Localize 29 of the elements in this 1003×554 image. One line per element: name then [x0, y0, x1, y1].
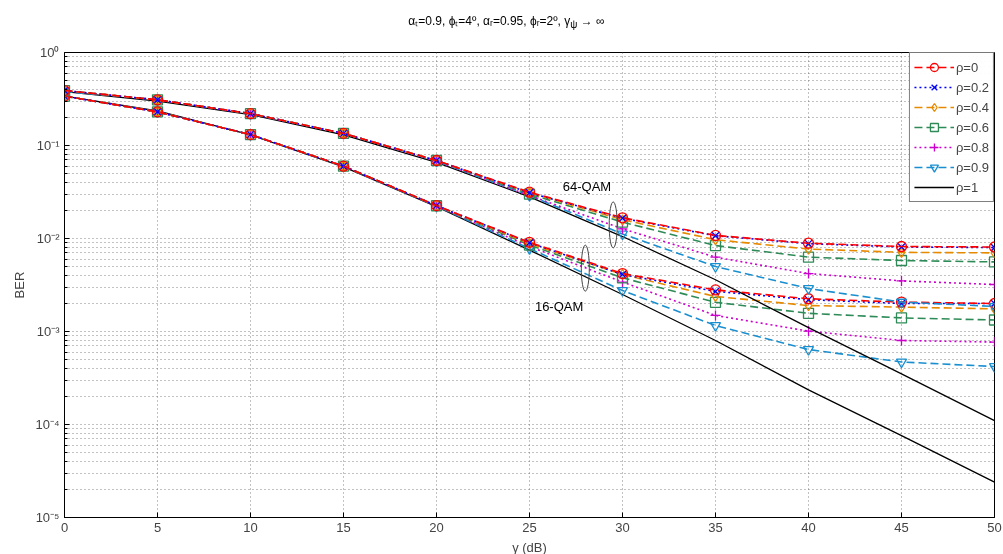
y-tick-label: 10⁻⁴ [35, 417, 60, 432]
legend-label: ρ=0 [955, 59, 979, 75]
legend-label: ρ=0.6 [955, 119, 989, 135]
legend-label: ρ=0.4 [955, 99, 989, 115]
x-tick-label: 30 [615, 519, 630, 535]
x-tick-label: 15 [336, 519, 351, 535]
x-tick-label: 25 [522, 519, 537, 535]
y-tick-label: 10⁻³ [36, 324, 61, 339]
y-tick-label: 10⁰ [40, 45, 60, 60]
legend-label: ρ=1 [955, 179, 979, 195]
x-tick-label: 0 [60, 519, 69, 535]
y-tick-label: 10⁻² [36, 231, 61, 246]
x-tick-label: 40 [801, 519, 816, 535]
legend-label: ρ=0.9 [955, 159, 989, 175]
x-tick-label: 20 [429, 519, 444, 535]
chart-title: αₜ=0.9, ϕₜ=4º, αᵣ=0.95, ϕᵣ=2º, γ$_{ψ}$ → ∞ [408, 13, 605, 33]
y-tick-label: 10⁻¹ [36, 138, 61, 153]
legend-label: ρ=0.2 [955, 79, 989, 95]
legend-label: ρ=0.8 [955, 139, 989, 155]
x-axis-title: γ (dB) [512, 539, 547, 554]
x-tick-label: 10 [243, 519, 258, 535]
x-tick-label: 5 [153, 519, 162, 535]
annotation: 64-QAM [562, 179, 612, 195]
y-tick-label: 10⁻⁵ [35, 510, 60, 525]
x-tick-label: 35 [708, 519, 723, 535]
x-tick-label: 50 [987, 519, 1002, 535]
x-tick-label: 45 [894, 519, 909, 535]
y-axis-title: BER [12, 271, 28, 299]
annotation: 16-QAM [534, 298, 584, 314]
